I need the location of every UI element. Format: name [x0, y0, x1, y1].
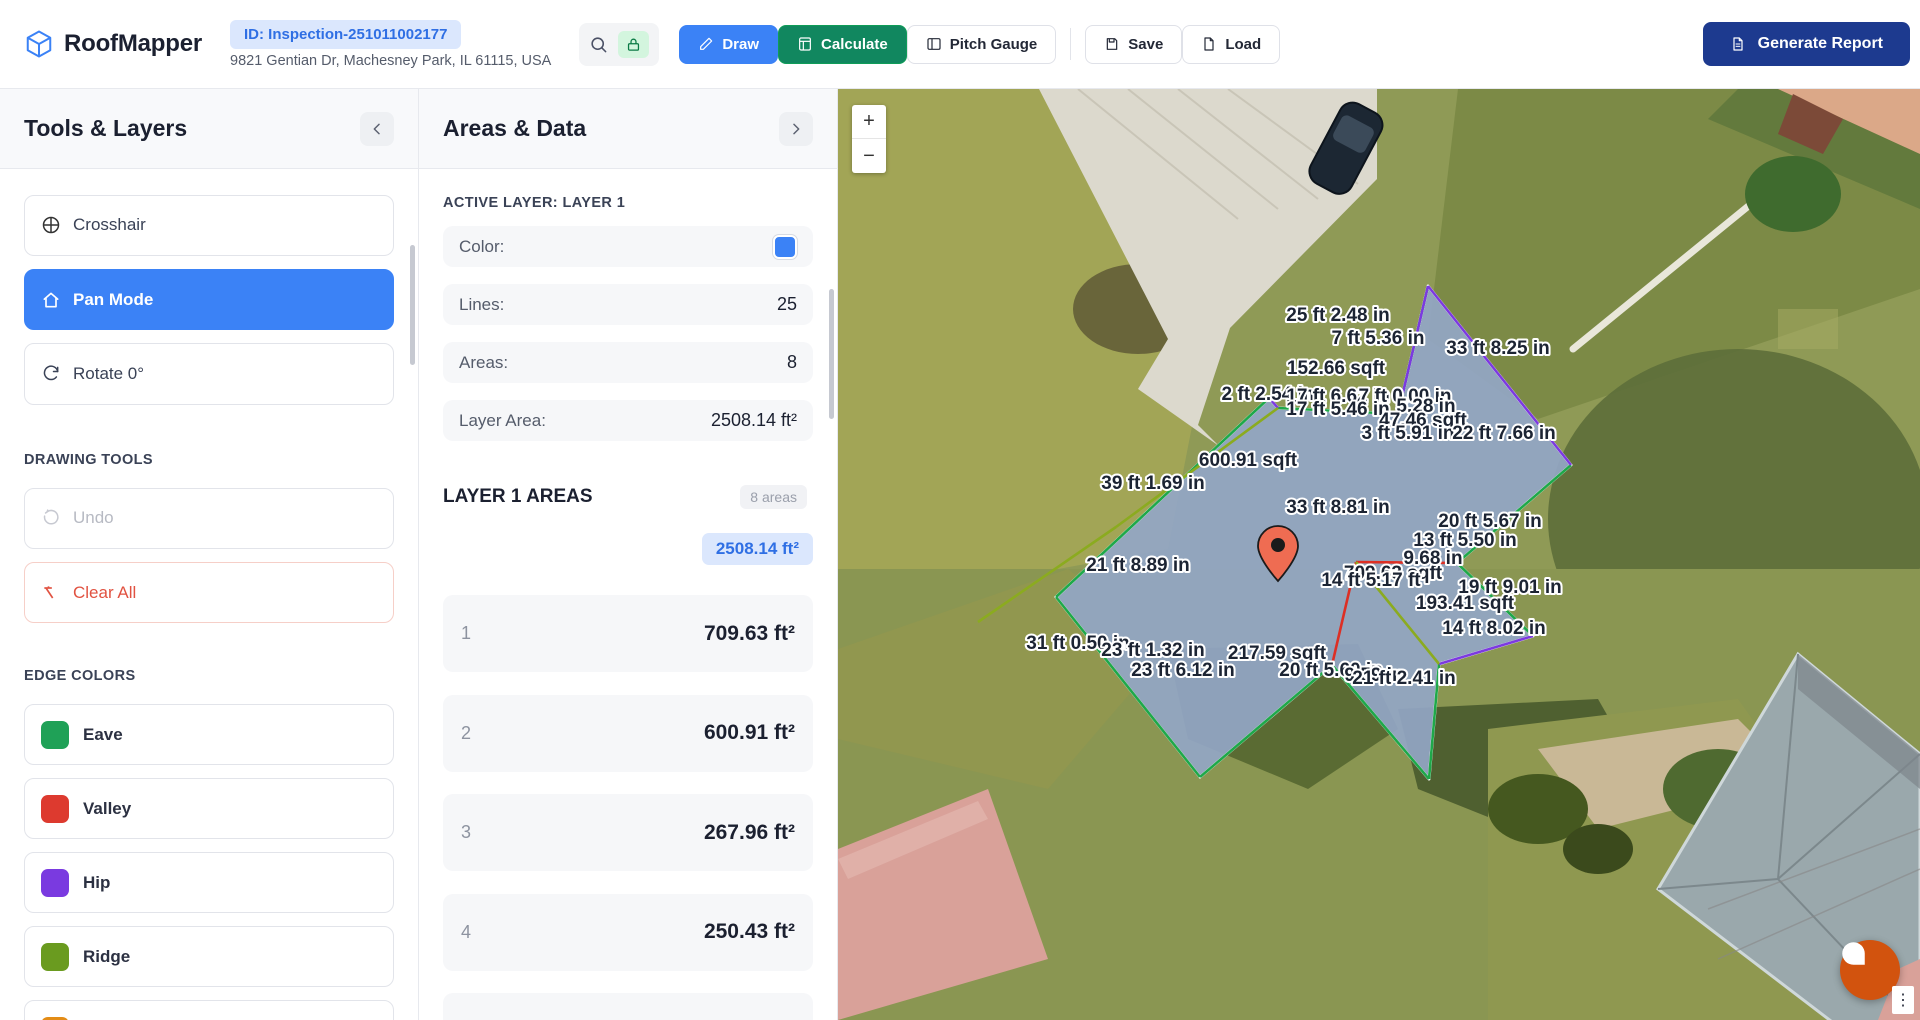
svg-text:9.68 in: 9.68 in [1403, 548, 1462, 569]
svg-text:25 ft 2.48 in: 25 ft 2.48 in [1286, 305, 1390, 326]
svg-text:23 ft 6.12 in: 23 ft 6.12 in [1131, 660, 1235, 681]
svg-text:3 ft 5.91 in: 3 ft 5.91 in [1362, 423, 1455, 444]
svg-text:17 ft 5.46 in: 17 ft 5.46 in [1286, 399, 1390, 420]
svg-text:152.66 sqft: 152.66 sqft [1287, 358, 1386, 379]
svg-text:21 ft 8.89 in: 21 ft 8.89 in [1086, 555, 1190, 576]
svg-text:193.41 sqft: 193.41 sqft [1416, 593, 1515, 614]
svg-text:39 ft 1.69 in: 39 ft 1.69 in [1101, 473, 1205, 494]
svg-text:23 ft 1.32 in: 23 ft 1.32 in [1101, 640, 1205, 661]
svg-text:600.91 sqft: 600.91 sqft [1199, 450, 1298, 471]
svg-text:33 ft 8.25 in: 33 ft 8.25 in [1446, 338, 1550, 359]
svg-text:22 ft 7.66 in: 22 ft 7.66 in [1452, 423, 1556, 444]
svg-text:14 ft 8.02 in: 14 ft 8.02 in [1442, 618, 1546, 639]
svg-text:21 ft 2.41 in: 21 ft 2.41 in [1352, 668, 1456, 689]
svg-text:20 ft 5.67 in: 20 ft 5.67 in [1438, 511, 1542, 532]
svg-text:33 ft 8.81 in: 33 ft 8.81 in [1286, 497, 1390, 518]
svg-text:14 ft 5.17 ft: 14 ft 5.17 ft [1321, 570, 1421, 591]
svg-text:7 ft 5.36 in: 7 ft 5.36 in [1332, 328, 1425, 349]
